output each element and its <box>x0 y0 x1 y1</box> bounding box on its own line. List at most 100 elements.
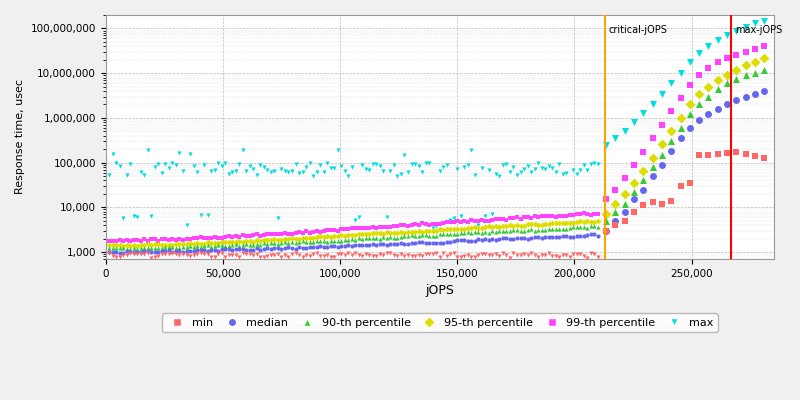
Point <box>674 95 687 101</box>
Point <box>535 226 548 233</box>
Point <box>758 43 770 50</box>
Point <box>321 227 334 234</box>
Point <box>166 242 179 248</box>
Point <box>655 152 668 158</box>
Point <box>405 232 418 239</box>
Point <box>286 251 298 257</box>
Point <box>208 167 221 173</box>
Point <box>655 122 668 128</box>
Point <box>377 168 390 174</box>
Point <box>268 231 281 237</box>
Point <box>250 245 263 251</box>
Point <box>377 252 390 258</box>
Point <box>208 234 221 241</box>
Point <box>514 252 527 258</box>
Point <box>145 249 158 255</box>
Point <box>702 65 715 71</box>
Point <box>187 241 200 247</box>
Point <box>159 236 172 242</box>
Point <box>493 253 506 260</box>
Point <box>359 251 372 258</box>
Point <box>384 241 397 248</box>
Point <box>106 151 119 157</box>
Point <box>402 233 414 239</box>
Point <box>440 162 453 168</box>
Point <box>721 80 734 86</box>
Point <box>124 250 137 256</box>
Point <box>190 243 203 249</box>
Point <box>430 240 442 246</box>
Point <box>159 244 172 250</box>
Point <box>127 212 140 219</box>
Point <box>142 245 154 252</box>
Point <box>711 106 724 112</box>
Point <box>275 240 288 247</box>
Point <box>296 168 309 175</box>
X-axis label: jOPS: jOPS <box>426 284 454 297</box>
Point <box>500 223 513 229</box>
Point <box>226 239 238 245</box>
Point <box>370 230 382 236</box>
Point <box>328 238 341 244</box>
Point <box>247 246 260 253</box>
Point <box>627 162 640 168</box>
Point <box>556 220 569 226</box>
Point <box>346 225 358 231</box>
Point <box>145 236 158 243</box>
Point <box>233 238 246 244</box>
Point <box>366 230 379 236</box>
Point <box>538 234 551 240</box>
Point <box>507 250 520 256</box>
Point <box>190 251 203 257</box>
Point <box>475 217 488 223</box>
Point <box>265 237 278 244</box>
Point <box>600 211 613 218</box>
Point <box>177 241 190 248</box>
Point <box>352 252 365 258</box>
Point <box>430 221 442 227</box>
Point <box>618 128 631 134</box>
Point <box>114 250 126 256</box>
Point <box>721 32 734 38</box>
Point <box>170 248 182 254</box>
Point <box>739 62 752 68</box>
Point <box>574 210 586 217</box>
Point <box>271 251 284 258</box>
Point <box>268 245 281 251</box>
Point <box>293 229 306 236</box>
Point <box>482 223 495 230</box>
Point <box>546 252 558 259</box>
Point <box>331 227 344 234</box>
Point <box>222 246 235 253</box>
Point <box>152 244 165 251</box>
Point <box>149 241 162 248</box>
Point <box>482 218 495 224</box>
Point <box>472 222 485 228</box>
Point <box>120 252 133 258</box>
Point <box>155 251 168 258</box>
Point <box>490 223 502 229</box>
Point <box>618 208 631 215</box>
Point <box>134 238 147 244</box>
Point <box>585 250 598 257</box>
Point <box>490 251 502 258</box>
Point <box>166 249 179 255</box>
Point <box>374 162 386 169</box>
Point <box>739 72 752 78</box>
Point <box>282 168 295 175</box>
Point <box>758 17 770 24</box>
Point <box>131 249 144 255</box>
Point <box>391 253 404 260</box>
Point <box>570 251 583 258</box>
Point <box>426 221 439 227</box>
Point <box>314 162 326 169</box>
Point <box>419 228 432 234</box>
Point <box>600 228 613 234</box>
Point <box>387 234 400 241</box>
Point <box>454 230 467 236</box>
Point <box>335 238 348 244</box>
Point <box>370 160 382 167</box>
Point <box>120 248 133 254</box>
Point <box>356 253 369 259</box>
Point <box>177 243 190 250</box>
